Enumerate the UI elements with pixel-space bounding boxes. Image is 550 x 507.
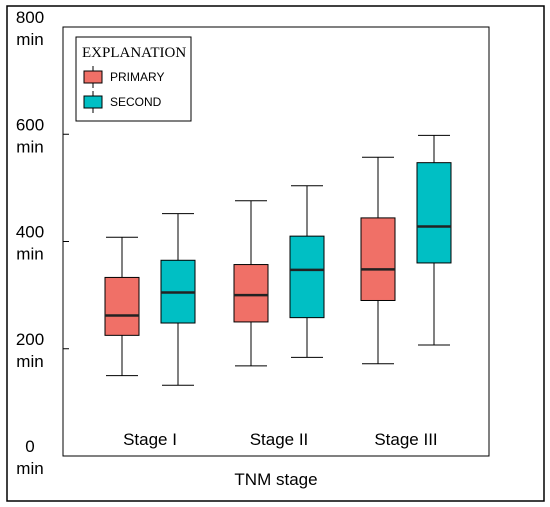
y-tick-unit: min bbox=[16, 459, 43, 478]
y-tick-label: 600 bbox=[16, 115, 44, 134]
boxes-layer bbox=[104, 134, 452, 386]
box-second-2 bbox=[289, 185, 325, 358]
category-label: Stage I bbox=[123, 430, 177, 449]
box-second-3 bbox=[416, 134, 452, 346]
category-label: Stage II bbox=[250, 430, 309, 449]
y-tick-label: 200 bbox=[16, 330, 44, 349]
legend: EXPLANATION PRIMARY SECOND bbox=[75, 36, 192, 122]
category-label: Stage III bbox=[374, 430, 437, 449]
box-primary-3 bbox=[360, 156, 396, 365]
box-primary-1 bbox=[104, 236, 140, 377]
y-tick-unit: min bbox=[16, 245, 43, 264]
legend-swatch bbox=[83, 95, 103, 109]
box-second-1 bbox=[160, 213, 196, 386]
legend-items: PRIMARY SECOND bbox=[83, 66, 164, 113]
y-tick-unit: min bbox=[16, 137, 43, 156]
x-axis-label: TNM stage bbox=[234, 470, 317, 489]
y-tick-label: 400 bbox=[16, 223, 44, 242]
y-tick-unit: min bbox=[16, 30, 43, 49]
box-iqr bbox=[104, 276, 140, 336]
box-primary-2 bbox=[233, 200, 269, 367]
legend-swatch bbox=[83, 70, 103, 84]
x-axis-categories: Stage I Stage II Stage III bbox=[123, 430, 438, 449]
y-axis: 0 min 200 min 400 min 600 min 800 min bbox=[16, 8, 69, 478]
legend-label: SECOND bbox=[110, 95, 162, 109]
box-iqr bbox=[233, 264, 269, 323]
legend-title: EXPLANATION bbox=[82, 45, 186, 61]
box-iqr bbox=[416, 162, 452, 264]
y-tick-label: 0 bbox=[25, 437, 34, 456]
legend-label: PRIMARY bbox=[110, 70, 164, 84]
box-iqr bbox=[289, 235, 325, 319]
y-tick-unit: min bbox=[16, 352, 43, 371]
y-tick-label: 800 bbox=[16, 8, 44, 27]
box-iqr bbox=[360, 217, 396, 301]
